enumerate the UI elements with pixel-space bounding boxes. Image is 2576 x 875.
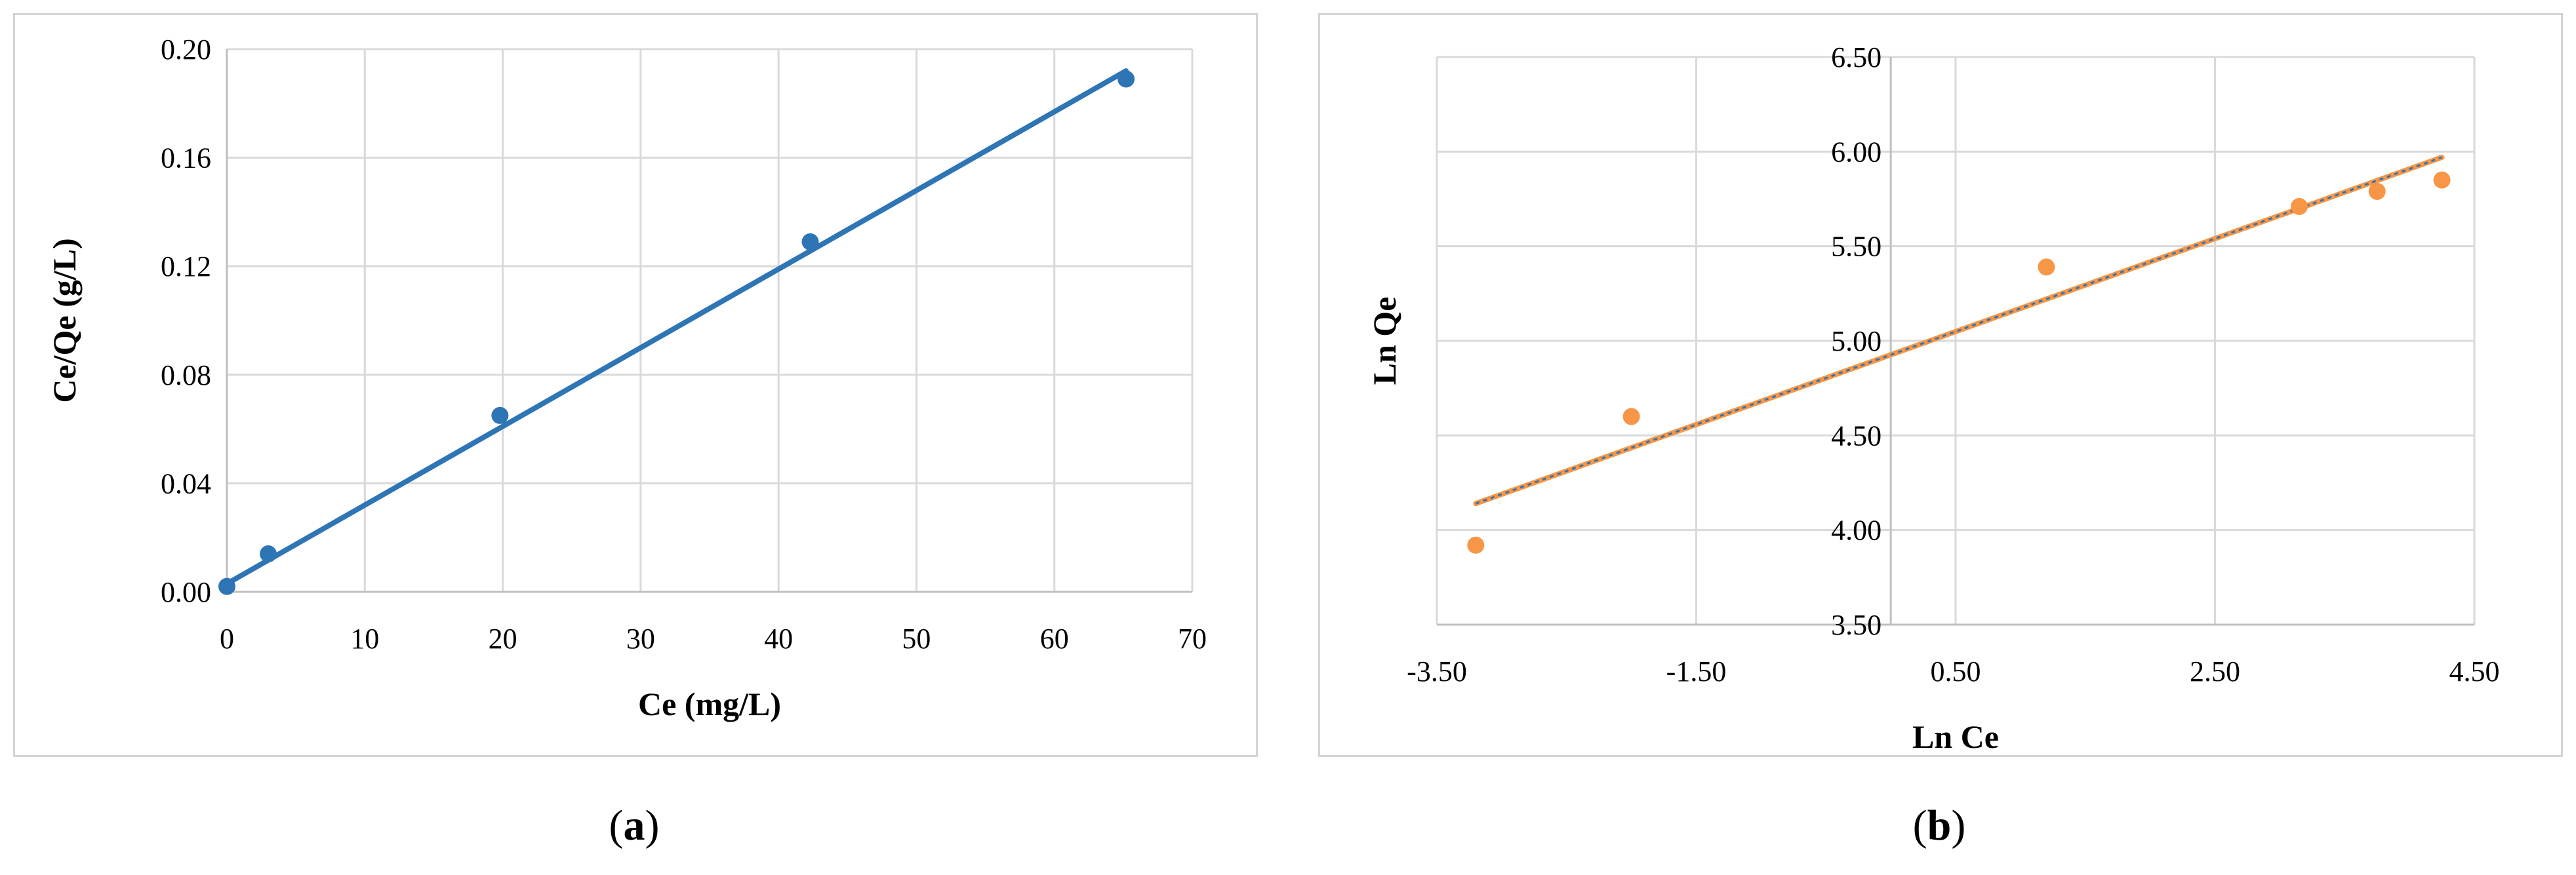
caption-b-letter: b	[1927, 802, 1952, 849]
caption-a-letter: a	[623, 802, 645, 849]
chart-a-y-axis-title: Ce/Qe (g/L)	[46, 238, 83, 402]
chart-a-y-tick-label: 0.04	[161, 467, 211, 499]
chart-a-trendline	[224, 68, 1129, 587]
chart-a-data-point	[260, 545, 277, 563]
chart-b-trendline-overlay	[1475, 156, 2443, 505]
chart-a-y-tick-label: 0.20	[161, 33, 211, 66]
chart-a-svg: 0 10 20 30 40 50 60 70 0.00 0.04 0.08 0.12 0.16 0.20 C…	[46, 33, 1207, 722]
chart-a-y-tick-label: 0.00	[161, 576, 211, 608]
chart-a-x-axis-title: Ce (mg/L)	[638, 686, 781, 722]
chart-a-x-tick-label: 30	[626, 623, 655, 655]
chart-b-data-point	[2368, 182, 2386, 200]
chart-a-data-point	[491, 406, 509, 424]
chart-b-svg: -3.50 -1.50 0.50 2.50 4.50 3.50 4.00 4.50 5.00 5.…	[1366, 41, 2500, 755]
chart-b-y-tick-label: 6.50	[1831, 41, 1882, 73]
chart-b-data-point	[2291, 198, 2308, 216]
chart-b-x-tick-label: -1.50	[1666, 655, 1727, 688]
chart-panel-b: -3.50 -1.50 0.50 2.50 4.50 3.50 4.00 4.50 5.00 5.…	[1318, 13, 2563, 757]
chart-a-data-point	[218, 577, 235, 595]
chart-b-y-tick-label: 5.00	[1831, 325, 1882, 357]
chart-b-x-tick-label: 0.50	[1931, 655, 1981, 688]
caption-b: (b)	[1912, 802, 1966, 849]
chart-b-data-point	[2433, 171, 2451, 189]
chart-a-x-tick-label: 50	[902, 623, 931, 655]
chart-b-y-tick-label: 5.50	[1831, 231, 1882, 263]
chart-b-y-tick-label: 6.00	[1831, 136, 1882, 168]
chart-a-y-tick-label: 0.12	[161, 250, 211, 282]
chart-b-x-tick-label: 4.50	[2449, 655, 2500, 688]
chart-a-data-point	[801, 233, 819, 250]
chart-a-x-tick-label: 10	[350, 623, 379, 655]
chart-b-data-point	[2038, 258, 2055, 276]
chart-a-data-point	[1117, 70, 1135, 88]
chart-a-x-tick-label: 70	[1178, 623, 1207, 655]
caption-a: (a)	[609, 802, 660, 849]
chart-b-y-axis-title: Ln Qe	[1366, 297, 1403, 385]
chart-a-x-tick-label: 20	[489, 623, 517, 655]
chart-b-y-tick-label: 3.50	[1831, 609, 1882, 641]
chart-b-data-point	[1467, 536, 1485, 554]
chart-b-data-point	[1622, 408, 1640, 425]
chart-b-x-tick-label: -3.50	[1407, 655, 1467, 688]
chart-b-x-axis-title: Ln Ce	[1912, 718, 1999, 755]
chart-a-x-tick-label: 60	[1040, 623, 1069, 655]
chart-a-x-tick-label: 40	[764, 623, 793, 655]
chart-a-y-tick-label: 0.16	[161, 142, 211, 174]
chart-a-x-tick-label: 0	[220, 623, 234, 655]
chart-b-x-tick-label: 2.50	[2190, 655, 2240, 688]
chart-b-y-tick-label: 4.00	[1831, 515, 1882, 547]
chart-b-y-tick-label: 4.50	[1831, 419, 1882, 452]
chart-panel-a: 0 10 20 30 40 50 60 70 0.00 0.04 0.08 0.12 0.16 0.20 C…	[13, 13, 1258, 757]
chart-a-y-tick-label: 0.08	[161, 359, 211, 391]
